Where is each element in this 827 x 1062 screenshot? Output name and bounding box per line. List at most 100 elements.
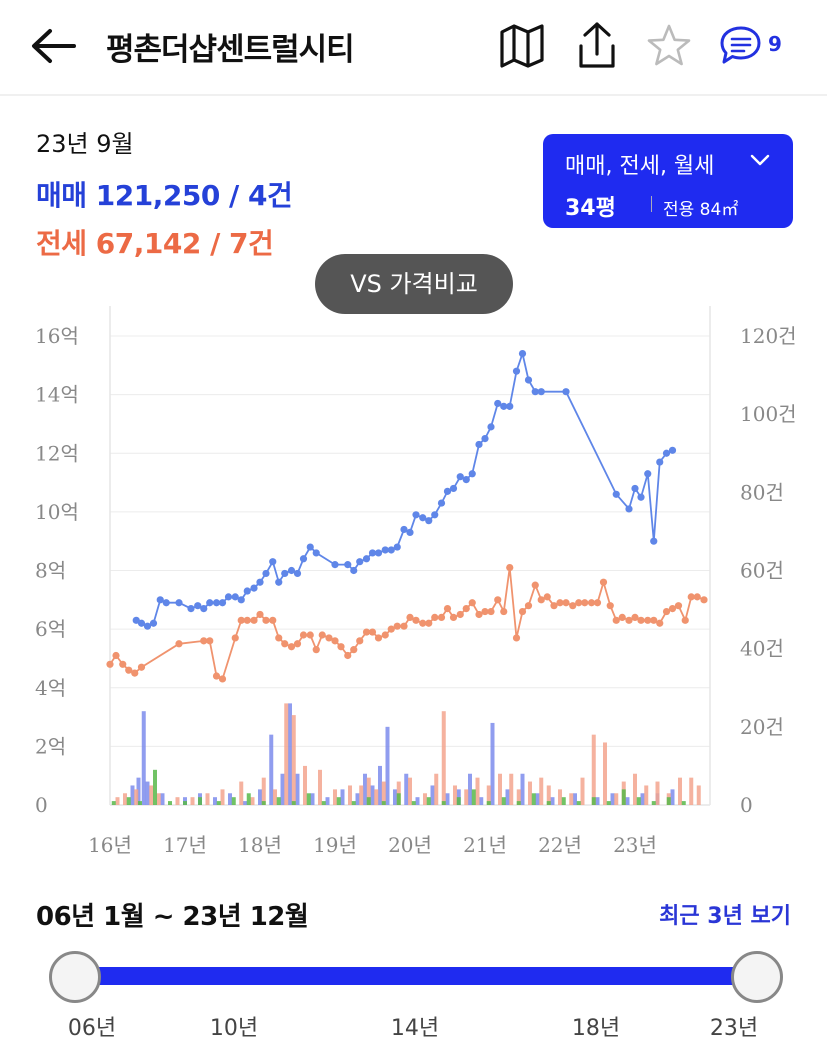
sale-volume-bar	[404, 773, 409, 805]
jeonse-volume-bar	[441, 711, 446, 805]
share-button[interactable]	[571, 20, 623, 72]
map-button[interactable]	[496, 20, 548, 72]
y-axis-left: 0 2억 4억 6억 8억 10억 12억 14억 16억	[35, 324, 79, 817]
sale-price-point	[419, 514, 427, 522]
jeonse-volume-bar	[220, 789, 225, 805]
jeonse-price-point	[119, 660, 127, 668]
jeonse-volume-bar	[250, 797, 255, 805]
star-icon	[647, 24, 691, 66]
sale-price-point	[306, 543, 314, 551]
jeonse-price-point	[475, 610, 483, 619]
slider-track[interactable]	[76, 967, 756, 985]
jeonse-volume-bar	[486, 785, 491, 805]
header: 평촌더샵센트럴시티 9	[0, 0, 827, 96]
comment-count: 9	[768, 32, 782, 56]
sale-volume-bar	[141, 711, 146, 805]
jeonse-price-point	[662, 607, 671, 616]
slider-handle-start[interactable]	[49, 951, 101, 1003]
sale-price-point	[475, 440, 483, 449]
sale-price-point	[518, 349, 527, 358]
jeonse-price-point	[425, 619, 433, 627]
sale-price-point	[531, 388, 539, 396]
jeonse-price-point	[618, 613, 626, 621]
sale-price-point	[481, 434, 489, 443]
sale-price-point	[650, 537, 658, 545]
jeonse-volume-bar	[696, 785, 701, 805]
jeonse-price-point	[412, 616, 420, 624]
sale-volume-bar	[355, 793, 360, 805]
count-volume-bar	[246, 793, 251, 805]
count-volume-bar	[471, 789, 476, 805]
jeonse-price-point	[593, 599, 602, 607]
count-volume-bar	[501, 797, 506, 805]
sale-price-point	[449, 484, 458, 493]
jeonse-price-point	[462, 605, 470, 613]
jeonse-price-point	[625, 616, 633, 624]
jeonse-volume-bar	[273, 789, 277, 805]
deal-type-selector[interactable]: 매매, 전세, 월세 34평 전용 84㎡	[543, 134, 793, 228]
jeonse-price-point	[250, 616, 258, 624]
sale-price-point	[218, 599, 227, 607]
jeonse-price-point	[312, 646, 320, 654]
y-right-tick-label: 40건	[740, 637, 784, 661]
jeonse-price-point	[212, 672, 221, 680]
sale-volume-bar	[520, 773, 525, 805]
jeonse-price-point	[500, 607, 508, 616]
jeonse-price-point	[543, 593, 551, 601]
sale-price-point	[156, 596, 164, 604]
sale-price-point	[656, 458, 664, 466]
jeonse-volume-bar	[156, 793, 161, 805]
slider-tick: 06년	[67, 1016, 117, 1041]
price-lines	[106, 349, 708, 683]
y-right-tick-label: 20건	[740, 715, 784, 739]
jeonse-price-point	[468, 599, 476, 607]
sale-volume-bar	[280, 773, 285, 805]
slider-handle-end[interactable]	[731, 951, 783, 1003]
back-button[interactable]	[26, 22, 82, 70]
count-volume-bar	[291, 801, 296, 805]
sale-price-point	[612, 490, 620, 498]
x-tick-label: 18년	[238, 833, 282, 857]
sale-volume-bar	[445, 793, 450, 805]
jeonse-price-point	[106, 660, 114, 668]
jeonse-price-point	[125, 666, 133, 674]
sale-price-point	[175, 599, 183, 607]
y-tick-label: 4억	[35, 676, 66, 700]
jeonse-price-point	[650, 616, 658, 624]
jeonse-price-point	[494, 596, 502, 604]
jeonse-volume-bar	[115, 797, 120, 805]
jeonse-price-point	[406, 613, 414, 621]
count-volume-bar	[381, 801, 386, 805]
sale-price-point	[162, 599, 170, 607]
x-tick-label: 19년	[313, 833, 357, 857]
comments-button[interactable]	[716, 20, 766, 72]
sale-price-point	[299, 555, 308, 563]
jeonse-price-point	[387, 625, 395, 633]
jeonse-volume-bar	[423, 793, 427, 805]
sale-volume-bar	[213, 797, 217, 805]
jeonse-volume-bar	[134, 789, 139, 805]
count-volume-bar	[426, 797, 431, 805]
jeonse-price-point	[137, 663, 146, 671]
jeonse-price-point	[362, 628, 371, 636]
count-volume-bar	[606, 801, 611, 805]
jeonse-price-point	[449, 613, 458, 621]
jeonse-volume-bar	[569, 793, 574, 805]
jeonse-price-point	[537, 596, 545, 604]
jeonse-volume-bar	[284, 703, 289, 805]
sale-volume-bar	[325, 797, 330, 805]
jeonse-volume-bar	[261, 777, 266, 805]
count-volume-bar	[576, 801, 581, 805]
recent-3-years-link[interactable]: 최근 3년 보기	[659, 904, 791, 929]
favorite-button[interactable]	[643, 20, 695, 72]
count-volume-bar	[681, 801, 686, 805]
jeonse-volume-bar	[539, 777, 544, 805]
jeonse-volume-bar	[528, 781, 532, 805]
jeonse-price-point	[318, 631, 326, 639]
sale-volume-bar	[573, 793, 577, 805]
count-volume-bar	[621, 789, 626, 805]
count-volume-bar	[276, 797, 281, 805]
compare-price-button[interactable]: VS 가격비교	[315, 254, 513, 314]
area-label: 전용 84㎡	[663, 200, 739, 220]
sale-price-point	[500, 402, 508, 410]
